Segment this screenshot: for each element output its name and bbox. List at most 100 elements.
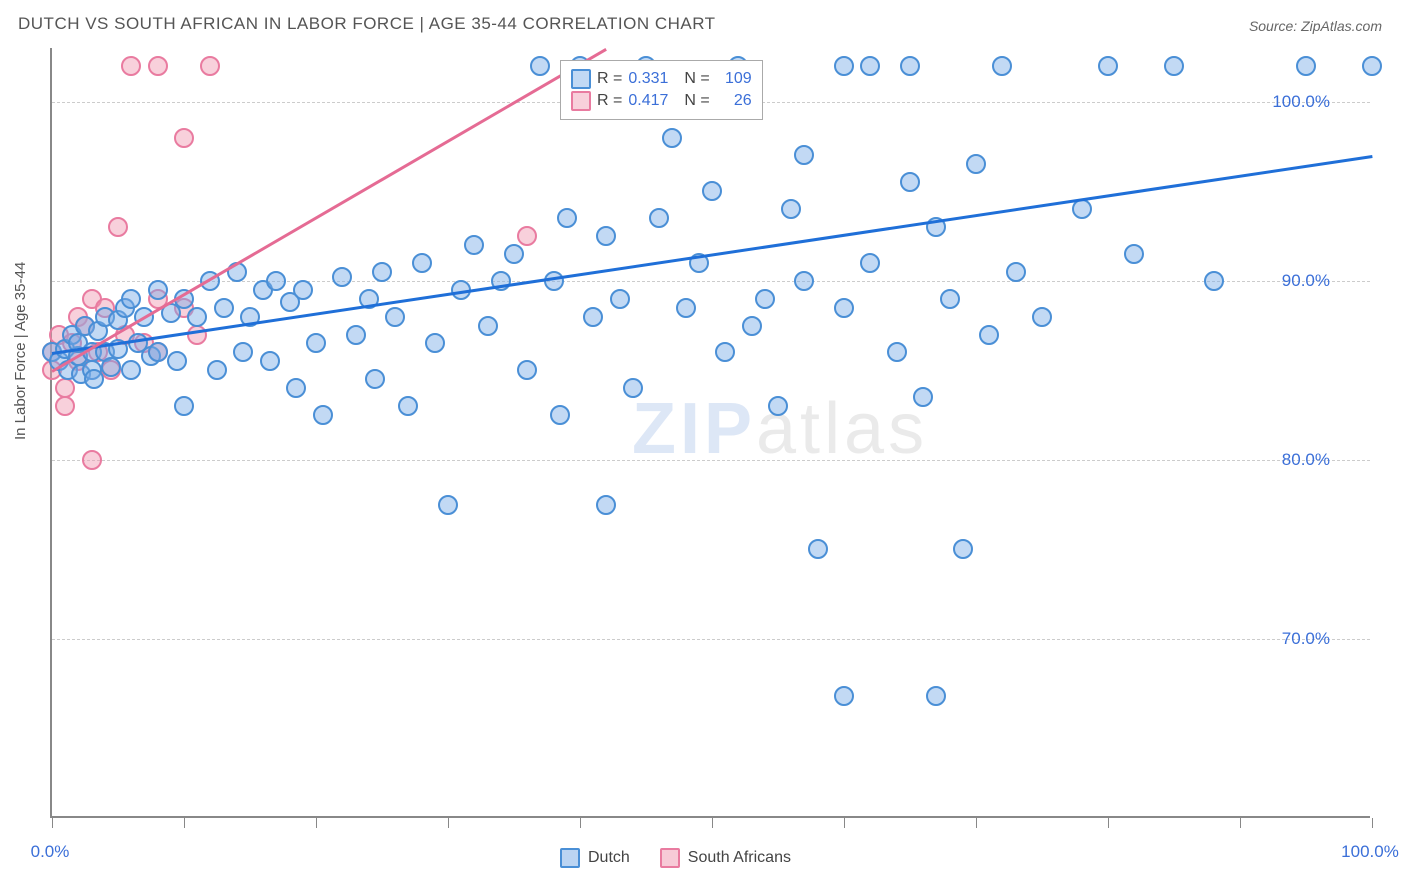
- data-point: [781, 199, 801, 219]
- stats-swatch: [571, 69, 591, 89]
- gridline: [52, 281, 1370, 282]
- x-tick: [976, 818, 977, 828]
- data-point: [834, 686, 854, 706]
- data-point: [260, 351, 280, 371]
- data-point: [372, 262, 392, 282]
- data-point: [966, 154, 986, 174]
- data-point: [174, 128, 194, 148]
- data-point: [214, 298, 234, 318]
- y-axis-label: In Labor Force | Age 35-44: [12, 262, 29, 440]
- data-point: [557, 208, 577, 228]
- x-tick: [844, 818, 845, 828]
- data-point: [306, 333, 326, 353]
- n-value: 26: [716, 92, 752, 110]
- trendline: [51, 48, 607, 373]
- x-tick: [52, 818, 53, 828]
- gridline: [52, 639, 1370, 640]
- data-point: [385, 307, 405, 327]
- data-point: [610, 289, 630, 309]
- x-tick-label: 0.0%: [31, 842, 70, 862]
- y-tick-label: 70.0%: [1282, 629, 1330, 649]
- data-point: [478, 316, 498, 336]
- data-point: [293, 280, 313, 300]
- data-point: [346, 325, 366, 345]
- x-tick: [316, 818, 317, 828]
- gridline: [52, 460, 1370, 461]
- data-point: [808, 539, 828, 559]
- data-point: [167, 351, 187, 371]
- data-point: [55, 396, 75, 416]
- data-point: [365, 369, 385, 389]
- data-point: [332, 267, 352, 287]
- data-point: [900, 56, 920, 76]
- data-point: [979, 325, 999, 345]
- data-point: [676, 298, 696, 318]
- bottom-legend: Dutch South Africans: [560, 848, 791, 868]
- n-label: N =: [684, 92, 709, 110]
- data-point: [148, 56, 168, 76]
- data-point: [425, 333, 445, 353]
- swatch-dutch: [560, 848, 580, 868]
- x-tick: [448, 818, 449, 828]
- y-tick-label: 100.0%: [1272, 92, 1330, 112]
- r-value: 0.331: [628, 70, 678, 88]
- data-point: [953, 539, 973, 559]
- data-point: [121, 360, 141, 380]
- legend-item-south-africans: South Africans: [660, 848, 791, 868]
- data-point: [900, 172, 920, 192]
- y-tick-label: 80.0%: [1282, 450, 1330, 470]
- data-point: [313, 405, 333, 425]
- x-tick-label: 100.0%: [1341, 842, 1399, 862]
- data-point: [1124, 244, 1144, 264]
- r-label: R =: [597, 92, 622, 110]
- x-tick: [1240, 818, 1241, 828]
- data-point: [596, 226, 616, 246]
- data-point: [860, 253, 880, 273]
- data-point: [530, 56, 550, 76]
- n-label: N =: [684, 70, 709, 88]
- data-point: [438, 495, 458, 515]
- data-point: [940, 289, 960, 309]
- data-point: [992, 56, 1012, 76]
- legend-item-dutch: Dutch: [560, 848, 630, 868]
- data-point: [108, 217, 128, 237]
- data-point: [286, 378, 306, 398]
- watermark-zip: ZIP: [632, 389, 756, 469]
- x-tick: [184, 818, 185, 828]
- data-point: [887, 342, 907, 362]
- stats-row: R = 0.417 N = 26: [571, 91, 752, 111]
- data-point: [755, 289, 775, 309]
- source-attribution: Source: ZipAtlas.com: [1249, 18, 1382, 34]
- r-value: 0.417: [628, 92, 678, 110]
- data-point: [233, 342, 253, 362]
- data-point: [768, 396, 788, 416]
- data-point: [82, 450, 102, 470]
- data-point: [187, 307, 207, 327]
- data-point: [1204, 271, 1224, 291]
- r-label: R =: [597, 70, 622, 88]
- stats-legend: R = 0.331 N = 109 R = 0.417 N = 26: [560, 60, 763, 120]
- source-name: ZipAtlas.com: [1301, 18, 1382, 34]
- data-point: [121, 289, 141, 309]
- data-point: [860, 56, 880, 76]
- data-point: [1296, 56, 1316, 76]
- n-value: 109: [716, 70, 752, 88]
- stats-row: R = 0.331 N = 109: [571, 69, 752, 89]
- legend-label-dutch: Dutch: [588, 849, 630, 867]
- chart-title: DUTCH VS SOUTH AFRICAN IN LABOR FORCE | …: [18, 14, 716, 34]
- data-point: [583, 307, 603, 327]
- data-point: [715, 342, 735, 362]
- x-tick: [580, 818, 581, 828]
- data-point: [1098, 56, 1118, 76]
- data-point: [1032, 307, 1052, 327]
- data-point: [550, 405, 570, 425]
- data-point: [187, 325, 207, 345]
- data-point: [504, 244, 524, 264]
- data-point: [121, 56, 141, 76]
- data-point: [623, 378, 643, 398]
- y-tick-label: 90.0%: [1282, 271, 1330, 291]
- data-point: [517, 360, 537, 380]
- data-point: [266, 271, 286, 291]
- data-point: [834, 56, 854, 76]
- data-point: [926, 686, 946, 706]
